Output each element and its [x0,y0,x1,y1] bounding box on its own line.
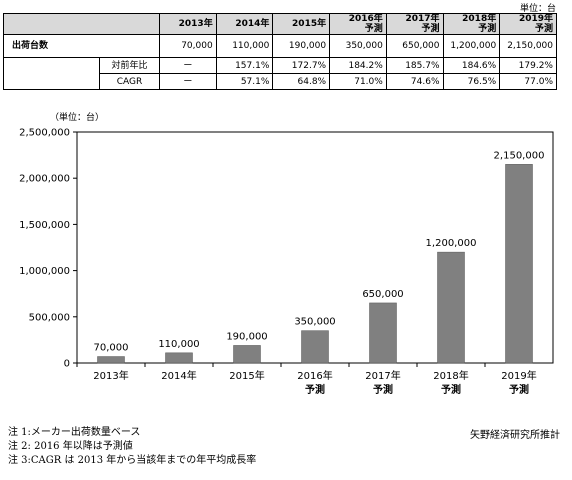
table-row-yoy: 対前年比 ー 157.1% 172.7% 184.2% 185.7% 184.6… [3,57,557,74]
x-tick-label: 2019年 [501,369,536,382]
table-cell: 185.7% [385,57,444,74]
table-header-cell: 2016年 予測 [329,13,387,35]
table-cell: 70,000 [159,34,217,58]
y-tick-label: 2,000,000 [19,174,70,185]
table-cell: ー [159,73,217,90]
stats-table: 2013年 2014年 2015年 2016年 予測 2017年 予測 2018年予… [3,13,557,90]
x-tick-label: 2014年 [161,369,196,382]
row-indent [3,57,100,74]
bar [165,352,193,364]
table-cell: 110,000 [215,34,274,58]
y-tick-label: 0 [64,359,70,370]
bar [369,302,397,364]
note-1: 注 1:メーカー出荷数量ベース [8,427,141,438]
x-tick-label: 2015年 [229,369,264,382]
note-3: 注 3:CAGR は 2013 年から当該年までの年平均成長率 [8,455,257,466]
table-cell: 184.2% [329,57,387,74]
row-label-yoy: 対前年比 [99,57,160,74]
table-cell: 71.0% [329,73,387,90]
y-tick-label: 500,000 [29,312,70,323]
table-header-blank [3,13,160,35]
table-cell: 650,000 [385,34,444,58]
bar-chart: 0 500,000 1,000,000 1,500,000 2,000,000 2,500… [19,128,554,396]
table-row-cagr: CAGR ー 57.1% 64.8% 71.0% 74.6% 76.5% 77.… [3,73,557,90]
row-label-cagr: CAGR [99,73,160,90]
data-label: 1,200,000 [426,238,477,249]
table-cell: 190,000 [272,34,331,58]
x-tick-sublabel: 予測 [305,383,325,396]
data-label: 70,000 [94,343,129,354]
bar [437,251,465,364]
table-unit-label: 単位：台 [519,4,556,14]
table-cell: 1,200,000 [442,34,501,58]
x-tick-label: 2018年 [433,369,468,382]
bar [97,356,125,364]
source-credit: 矢野経済研究所推計 [470,430,560,441]
table-cell: 172.7% [272,57,331,74]
x-tick-sublabel: 予測 [509,383,529,396]
x-tick-label: 2013年 [93,369,128,382]
notes: 注 1:メーカー出荷数量ベース 注 2: 2016 年以降は予測値 注 3:CA… [8,426,256,468]
table-row-shipments: 出荷台数 70,000 110,000 190,000 350,000 650,… [3,34,557,58]
table-cell: 76.5% [442,73,501,90]
y-tick-label: 1,500,000 [19,220,70,231]
row-label-shipments: 出荷台数 [3,34,100,58]
table-header-cell: 2018年 予測 [442,13,501,35]
table-header-cell: 2014年 [215,13,274,35]
row-label-spacer [99,34,160,58]
data-label: 350,000 [294,317,335,328]
table-cell: 157.1% [215,57,274,74]
table-header-cell: 2013年 [159,13,217,35]
table-cell: 350,000 [329,34,387,58]
table-cell: 57.1% [215,73,274,90]
table-header-cell: 2015年 [272,13,331,35]
x-tick-label: 2016年 [297,369,332,382]
data-label: 190,000 [226,331,267,342]
plot-frame [76,131,554,364]
bar [233,345,261,364]
bar [301,330,329,364]
x-tick-sublabel: 予測 [441,383,461,396]
table-cell: 179.2% [499,57,557,74]
chart-unit-label: （単位：台） [50,113,105,123]
y-tick-label: 1,000,000 [19,266,70,277]
table-cell: 2,150,000 [499,34,557,58]
table-cell: 184.6% [442,57,501,74]
table-cell: 74.6% [385,73,444,90]
table-header-cell: 2017年 予測 [385,13,444,35]
table-header-cell: 2019年 予測 [499,13,557,35]
table-cell: ー [159,57,217,74]
bar [505,164,533,364]
x-tick-sublabel: 予測 [373,383,393,396]
row-indent [3,73,100,90]
note-2: 注 2: 2016 年以降は予測値 [8,441,133,452]
x-tick-label: 2017年 [365,369,400,382]
data-label: 650,000 [362,289,403,300]
data-label: 110,000 [158,339,199,350]
table-cell: 77.0% [499,73,557,90]
table-cell: 64.8% [272,73,331,90]
table-header-row: 2013年 2014年 2015年 2016年 予測 2017年 予測 2018年予… [3,13,557,35]
y-tick-label: 2,500,000 [19,128,70,139]
data-label: 2,150,000 [494,150,545,161]
